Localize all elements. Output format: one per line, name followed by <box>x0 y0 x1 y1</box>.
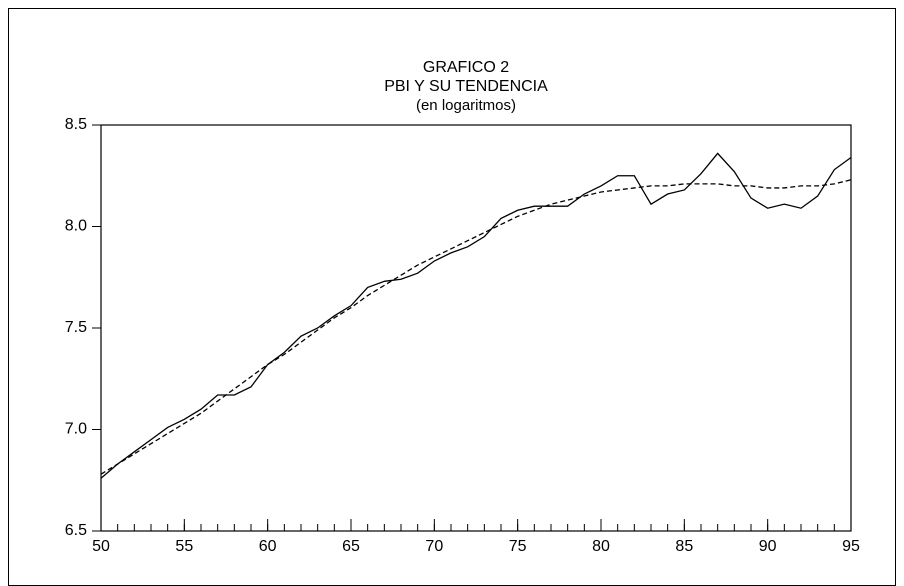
chart-title: GRAFICO 2 <box>423 59 509 76</box>
chart-title: (en logaritmos) <box>416 97 516 114</box>
x-tick-label: 95 <box>842 538 860 555</box>
x-tick-label: 50 <box>92 538 110 555</box>
x-tick-label: 65 <box>342 538 360 555</box>
y-tick-label: 7.0 <box>65 421 87 438</box>
x-tick-label: 80 <box>592 538 610 555</box>
y-tick-label: 8.5 <box>65 116 87 133</box>
x-tick-label: 70 <box>425 538 443 555</box>
x-tick-label: 90 <box>759 538 777 555</box>
x-tick-label: 75 <box>509 538 527 555</box>
chart-title: PBI Y SU TENDENCIA <box>384 78 548 95</box>
y-tick-label: 7.5 <box>65 319 87 336</box>
series-line <box>100 179 852 475</box>
y-tick-label: 8.0 <box>65 218 87 235</box>
series-line <box>100 152 852 479</box>
x-tick-label: 60 <box>259 538 277 555</box>
x-tick-label: 55 <box>175 538 193 555</box>
x-tick-label: 85 <box>675 538 693 555</box>
y-tick-label: 6.5 <box>65 522 87 539</box>
